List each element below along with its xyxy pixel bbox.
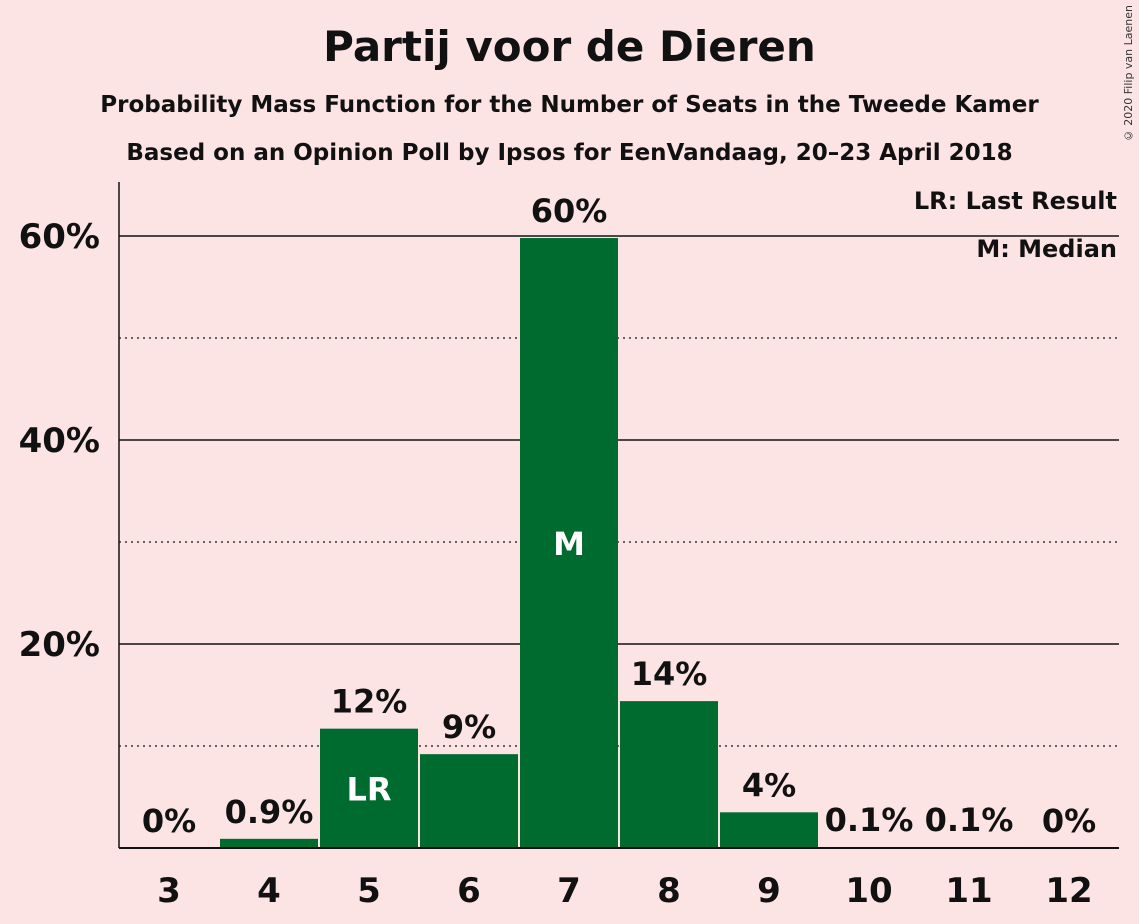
x-tick-label: 9 xyxy=(757,871,781,911)
y-tick-label: 20% xyxy=(19,625,100,665)
x-tick-label: 12 xyxy=(1045,871,1092,911)
data-label: 0.9% xyxy=(225,793,314,831)
data-label: 4% xyxy=(742,766,796,804)
data-label: 9% xyxy=(442,708,496,746)
median-marker: M xyxy=(553,525,585,563)
x-axis-tick-labels: 3 4 5 6 7 8 9 10 11 12 xyxy=(157,871,1093,911)
bar xyxy=(320,728,418,848)
bar xyxy=(220,838,318,848)
data-label: 14% xyxy=(631,655,708,693)
data-label: 0% xyxy=(1042,802,1096,840)
data-label: 0% xyxy=(142,802,196,840)
bars xyxy=(220,238,1018,849)
x-tick-label: 5 xyxy=(357,871,381,911)
data-label: 0.1% xyxy=(925,801,1014,839)
value-labels: 0% 0.9% 12% LR 9% 60% M 14% 4% 0.1% 0.1% 0% xyxy=(142,192,1096,840)
last-result-marker: LR xyxy=(346,770,391,808)
bar xyxy=(420,754,518,848)
x-tick-label: 6 xyxy=(457,871,481,911)
x-tick-label: 11 xyxy=(945,871,992,911)
y-tick-label: 40% xyxy=(19,421,100,461)
chart-subtitle: Probability Mass Function for the Number… xyxy=(100,92,1039,118)
bar xyxy=(520,238,618,849)
data-label: 12% xyxy=(331,683,408,721)
legend-median: M: Median xyxy=(976,235,1117,263)
bar xyxy=(720,812,818,848)
data-label: 60% xyxy=(531,192,608,230)
y-tick-label: 60% xyxy=(19,217,100,257)
x-tick-label: 7 xyxy=(557,871,581,911)
chart-subtitle-poll: Based on an Opinion Poll by Ipsos for Ee… xyxy=(126,140,1013,166)
x-tick-label: 4 xyxy=(257,871,281,911)
chart-title: Partij voor de Dieren xyxy=(323,22,816,71)
data-label: 0.1% xyxy=(825,801,914,839)
y-axis-tick-labels: 20% 40% 60% xyxy=(19,217,100,665)
x-tick-label: 8 xyxy=(657,871,681,911)
bar xyxy=(620,701,718,848)
x-tick-label: 10 xyxy=(845,871,892,911)
legend-last-result: LR: Last Result xyxy=(914,187,1117,215)
x-tick-label: 3 xyxy=(157,871,181,911)
gridlines xyxy=(119,235,1119,747)
